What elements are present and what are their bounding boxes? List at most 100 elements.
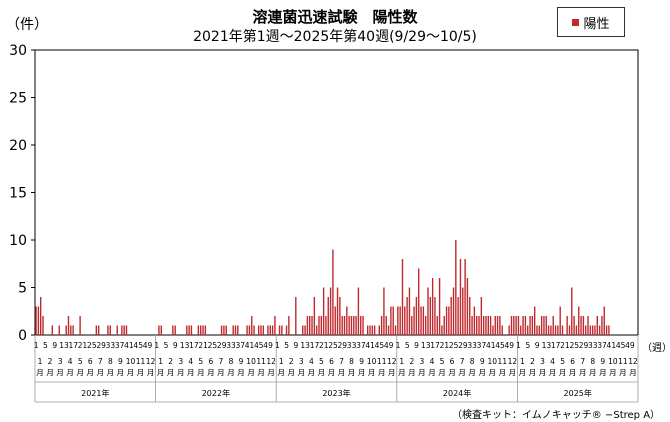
- month-suffix-label: 月: [408, 368, 416, 377]
- bar: [455, 240, 457, 335]
- bar: [39, 297, 42, 335]
- month-suffix-label: 月: [177, 368, 185, 377]
- bar: [65, 325, 67, 335]
- week-tick-label: 49: [143, 341, 153, 350]
- bar: [469, 297, 471, 335]
- y-tick-label: 15: [9, 186, 27, 202]
- month-label: 2: [289, 357, 294, 366]
- bar: [580, 316, 582, 335]
- bar: [501, 325, 503, 335]
- month-label: 2: [409, 357, 414, 366]
- bar: [248, 325, 251, 335]
- bar: [197, 325, 200, 335]
- bar: [598, 325, 601, 335]
- bar: [318, 316, 320, 335]
- month-suffix-label: 月: [87, 368, 95, 377]
- month-suffix-label: 月: [338, 368, 346, 377]
- week-tick-label: 13: [180, 341, 190, 350]
- bar: [527, 325, 529, 335]
- month-suffix-label: 月: [97, 368, 105, 377]
- week-tick-label: 21: [78, 341, 88, 350]
- week-tick-label: 5: [525, 341, 530, 350]
- bar: [220, 325, 223, 335]
- bar: [524, 316, 527, 335]
- bar: [399, 306, 401, 335]
- week-tick-label: 29: [96, 341, 106, 350]
- bar: [392, 306, 394, 335]
- bar: [424, 316, 427, 335]
- bar: [278, 325, 281, 335]
- month-label: 9: [239, 357, 244, 366]
- bar: [487, 316, 489, 335]
- week-tick-label: 21: [319, 341, 329, 350]
- bar: [385, 316, 387, 335]
- month-label: 11: [498, 357, 508, 366]
- month-suffix-label: 月: [308, 368, 316, 377]
- bar: [429, 297, 432, 335]
- bar: [587, 316, 589, 335]
- bar: [285, 325, 288, 335]
- month-suffix-label: 月: [629, 368, 637, 377]
- bar: [601, 316, 603, 335]
- x-axis-unit: （週）: [642, 343, 670, 354]
- month-suffix-label: 月: [468, 368, 476, 377]
- week-tick-label: 5: [284, 341, 289, 350]
- month-label: 8: [470, 357, 475, 366]
- bar: [482, 316, 485, 335]
- bar: [334, 306, 336, 335]
- bar: [357, 287, 360, 335]
- month-label: 11: [618, 357, 628, 366]
- month-label: 5: [78, 357, 83, 366]
- week-tick-label: 33: [467, 341, 477, 350]
- month-suffix-label: 月: [217, 368, 225, 377]
- bar: [369, 325, 371, 335]
- bar: [566, 316, 568, 335]
- week-tick-label: 45: [254, 341, 264, 350]
- month-suffix-label: 月: [66, 368, 74, 377]
- week-tick-label: 9: [414, 341, 419, 350]
- bar: [408, 287, 411, 335]
- bar: [533, 306, 536, 335]
- bar: [262, 325, 265, 335]
- y-tick-label: 20: [9, 138, 27, 154]
- month-label: 1: [399, 357, 404, 366]
- bar: [485, 316, 487, 335]
- bar: [190, 325, 193, 335]
- bar: [67, 316, 70, 335]
- bar: [499, 316, 501, 335]
- week-tick-label: 37: [235, 341, 245, 350]
- bar: [253, 325, 255, 335]
- bar: [543, 316, 545, 335]
- month-label: 4: [550, 357, 555, 366]
- bar: [320, 316, 323, 335]
- month-label: 9: [480, 357, 485, 366]
- week-tick-label: 33: [588, 341, 598, 350]
- week-tick-label: 49: [625, 341, 635, 350]
- bar: [42, 316, 44, 335]
- bar: [378, 325, 380, 335]
- month-suffix-label: 月: [187, 368, 195, 377]
- bar: [578, 306, 580, 335]
- month-suffix-label: 月: [318, 368, 326, 377]
- bar: [107, 325, 109, 335]
- month-suffix-label: 月: [569, 368, 577, 377]
- bar: [436, 316, 438, 335]
- bar: [380, 316, 383, 335]
- week-tick-label: 49: [263, 341, 273, 350]
- month-label: 4: [68, 357, 73, 366]
- chart-subtitle: 2021年第1週～2025年第40週(9/29～10/5): [193, 29, 477, 45]
- week-tick-label: 5: [164, 341, 169, 350]
- week-tick-label: 37: [597, 341, 607, 350]
- legend: 陽性: [557, 7, 625, 37]
- footnote: （検査キット：イムノキャッチ® −Strep A）: [452, 410, 661, 421]
- month-suffix-label: 月: [288, 368, 296, 377]
- bar: [306, 316, 309, 335]
- bar: [37, 306, 40, 335]
- bar: [573, 316, 575, 335]
- week-tick-label: 13: [542, 341, 552, 350]
- month-suffix-label: 月: [499, 368, 507, 377]
- bar: [373, 325, 376, 335]
- month-label: 11: [136, 357, 146, 366]
- bar: [427, 287, 429, 335]
- week-tick-label: 5: [43, 341, 48, 350]
